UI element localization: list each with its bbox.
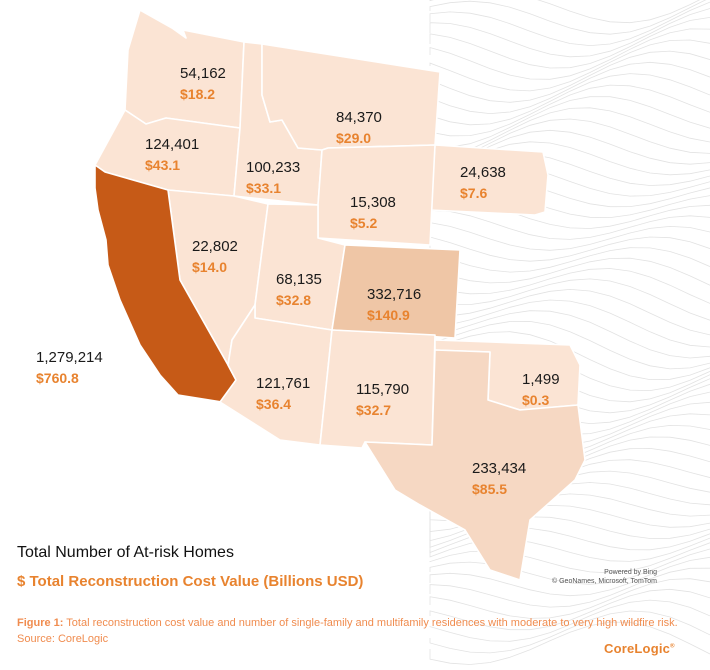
swirl-line bbox=[429, 504, 710, 542]
homes-count: 233,434 bbox=[472, 460, 527, 477]
swirl-line bbox=[429, 84, 710, 137]
swirl-line bbox=[429, 588, 710, 631]
homes-count: 15,308 bbox=[350, 194, 396, 211]
swirl-line bbox=[429, 548, 710, 585]
label-wyoming: 15,308 $5.2 bbox=[350, 195, 396, 230]
attribution-powered-by: Powered by Bing bbox=[604, 569, 657, 576]
swirl-line bbox=[429, 96, 710, 148]
swirl-line bbox=[429, 73, 710, 126]
swirl-line bbox=[429, 247, 710, 273]
cost-value: $43.1 bbox=[145, 157, 181, 173]
label-texas: 233,434 $85.5 bbox=[472, 461, 526, 496]
swirl-line bbox=[429, 528, 710, 554]
swirl-line bbox=[429, 268, 710, 304]
cost-value: $36.4 bbox=[256, 396, 292, 412]
cost-value: $29.0 bbox=[336, 130, 372, 146]
homes-count: 54,162 bbox=[180, 65, 226, 82]
homes-count: 1,499 bbox=[522, 371, 560, 388]
swirl-line bbox=[429, 299, 710, 348]
cost-value: $14.0 bbox=[192, 259, 228, 275]
cost-value: $0.3 bbox=[522, 392, 550, 408]
swirl-line bbox=[429, 50, 710, 103]
label-new-mexico: 115,790 $32.7 bbox=[356, 382, 409, 417]
swirl-line bbox=[429, 610, 710, 654]
swirl-line bbox=[429, 516, 710, 548]
cost-value: $32.7 bbox=[356, 402, 392, 418]
swirl-line bbox=[429, 0, 701, 24]
label-south-dakota: 24,638 $7.6 bbox=[460, 165, 506, 200]
label-oklahoma: 1,499 $0.3 bbox=[522, 372, 560, 407]
swirl-line bbox=[429, 599, 710, 642]
map-attribution: Powered by Bing © GeoNames, Microsoft, T… bbox=[552, 568, 657, 587]
swirl-line bbox=[429, 61, 710, 115]
label-arizona: 121,761 $36.4 bbox=[256, 376, 310, 411]
homes-count: 68,135 bbox=[276, 271, 322, 288]
swirl-line bbox=[429, 310, 710, 359]
attribution-sources: © GeoNames, Microsoft, TomTom bbox=[552, 578, 657, 586]
swirl-line bbox=[429, 236, 710, 262]
swirl-line bbox=[429, 222, 710, 251]
homes-count: 24,638 bbox=[460, 164, 506, 181]
background-swirl-pattern bbox=[429, 0, 710, 665]
label-california: 1,279,214 $760.8 bbox=[36, 350, 103, 385]
label-utah: 68,135 $32.8 bbox=[276, 272, 322, 307]
brand-name: CoreLogic bbox=[604, 641, 671, 656]
homes-count: 121,761 bbox=[256, 375, 311, 392]
swirl-line bbox=[429, 567, 710, 608]
swirl-line bbox=[429, 278, 710, 321]
state-montana bbox=[261, 43, 441, 151]
caption-text: Total reconstruction cost value and numb… bbox=[17, 617, 678, 645]
cost-value: $760.8 bbox=[36, 370, 79, 386]
cost-value: $7.6 bbox=[460, 185, 488, 201]
swirl-line bbox=[429, 621, 710, 665]
swirl-line bbox=[429, 320, 710, 370]
homes-count: 1,279,214 bbox=[36, 349, 103, 366]
brand-mark: ® bbox=[670, 643, 675, 650]
swirl-line bbox=[429, 1, 710, 47]
swirl-line bbox=[429, 556, 710, 597]
state-colorado bbox=[331, 244, 461, 339]
swirl-line bbox=[429, 17, 710, 69]
legend-homes-label: Total Number of At-risk Homes bbox=[17, 544, 234, 561]
swirl-line bbox=[429, 209, 710, 240]
label-oregon: 124,401 $43.1 bbox=[145, 137, 199, 172]
swirl-line bbox=[429, 537, 710, 562]
homes-count: 332,716 bbox=[367, 286, 422, 303]
legend-cost-label: $ Total Reconstruction Cost Value (Billi… bbox=[17, 573, 364, 590]
swirl-line bbox=[429, 39, 710, 92]
swirl-line bbox=[429, 542, 710, 574]
label-colorado: 332,716 $140.9 bbox=[367, 287, 421, 322]
cost-value: $140.9 bbox=[367, 307, 410, 323]
figure-caption: Figure 1: Total reconstruction cost valu… bbox=[17, 616, 697, 648]
corelogic-logo: CoreLogic® bbox=[604, 641, 675, 656]
cost-value: $18.2 bbox=[180, 86, 216, 102]
homes-count: 115,790 bbox=[356, 381, 410, 398]
state-texas bbox=[364, 349, 586, 581]
swirl-line bbox=[429, 288, 710, 336]
label-washington: 54,162 $18.2 bbox=[180, 66, 226, 101]
cost-value: $33.1 bbox=[246, 180, 282, 196]
swirl-line bbox=[429, 257, 710, 286]
homes-count: 22,802 bbox=[192, 238, 238, 255]
homes-count: 100,233 bbox=[246, 159, 301, 176]
label-montana: 84,370 $29.0 bbox=[336, 110, 382, 145]
swirl-line bbox=[429, 28, 710, 80]
cost-value: $32.8 bbox=[276, 292, 312, 308]
label-idaho: 100,233 $33.1 bbox=[246, 160, 300, 195]
caption-label: Figure 1: bbox=[17, 617, 64, 629]
swirl-line bbox=[429, 0, 707, 35]
swirl-line bbox=[429, 8, 710, 58]
cost-value: $85.5 bbox=[472, 481, 508, 497]
homes-count: 124,401 bbox=[145, 136, 200, 153]
state-california bbox=[94, 164, 237, 403]
homes-count: 84,370 bbox=[336, 109, 382, 126]
swirl-line bbox=[429, 578, 710, 619]
label-nevada: 22,802 $14.0 bbox=[192, 239, 238, 274]
cost-value: $5.2 bbox=[350, 215, 378, 231]
